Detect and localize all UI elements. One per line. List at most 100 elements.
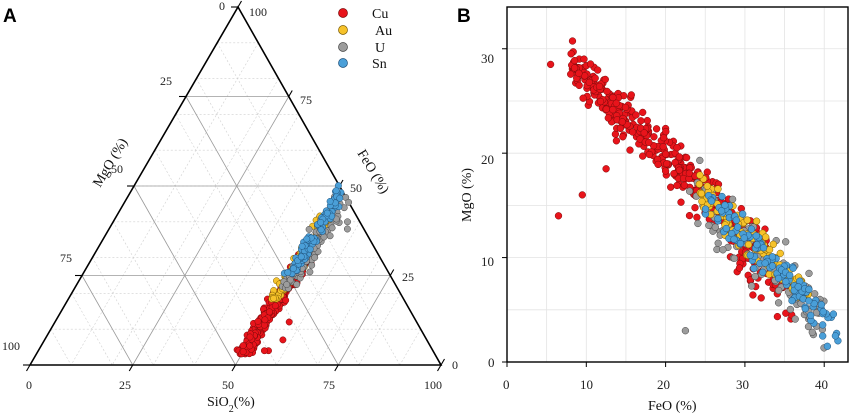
b-point-cu bbox=[637, 117, 645, 125]
ternary-major-gridline bbox=[132, 96, 290, 366]
b-point-u bbox=[808, 328, 816, 336]
b-point-cu bbox=[618, 118, 626, 126]
b-point-u bbox=[714, 239, 722, 247]
b-point-cu bbox=[667, 183, 675, 191]
b-point-sn bbox=[732, 216, 740, 224]
ternary-right-tick-mark bbox=[288, 90, 293, 97]
ternary-point-cu bbox=[239, 348, 247, 356]
b-y-tick-10: 10 bbox=[481, 254, 494, 269]
b-point-u bbox=[696, 156, 704, 165]
tern-bottom-axis-label: SiO2(%) bbox=[207, 395, 255, 415]
b-point-au bbox=[776, 249, 784, 258]
b-point-cu bbox=[570, 64, 579, 72]
b-point-sn bbox=[805, 297, 813, 305]
b-point-sn bbox=[768, 262, 777, 270]
b-point-sn bbox=[788, 297, 796, 305]
ternary-minor-gridline bbox=[112, 221, 195, 366]
ternary-point-cu bbox=[246, 342, 254, 350]
b-point-sn bbox=[829, 310, 838, 318]
legend-label-u: U bbox=[375, 41, 385, 56]
tern-left-axis-label: MgO (%) bbox=[91, 136, 132, 190]
ternary-tick-labels: 0 25 50 75 100 0 25 50 75 100 100 75 50 … bbox=[2, 0, 458, 392]
ternary-minor-gridline bbox=[71, 293, 113, 366]
b-y-tick-0: 0 bbox=[488, 355, 495, 370]
tern-left-tick-25: 25 bbox=[160, 74, 172, 88]
b-point-sn bbox=[782, 278, 790, 286]
b-point-cu bbox=[682, 153, 691, 162]
b-point-sn bbox=[774, 274, 783, 283]
ternary-major-gridline bbox=[337, 275, 391, 366]
b-point-sn bbox=[717, 207, 726, 215]
ternary-point-cu bbox=[261, 316, 269, 324]
tern-left-tick-100: 100 bbox=[2, 339, 20, 353]
ternary-point-sn bbox=[326, 197, 334, 205]
b-point-cu bbox=[673, 144, 681, 152]
b-point-cu bbox=[749, 291, 757, 299]
b-point-cu bbox=[661, 167, 670, 175]
b-y-axis-label: MgO (%) bbox=[460, 168, 475, 222]
b-point-cu bbox=[591, 74, 599, 82]
b-point-u bbox=[719, 246, 727, 254]
b-point-sn bbox=[746, 251, 754, 259]
ternary-point-u bbox=[293, 281, 301, 288]
b-point-cu bbox=[632, 111, 640, 119]
panel-a-letter: A bbox=[3, 6, 17, 27]
b-point-cu bbox=[680, 181, 689, 189]
ternary-ticks bbox=[23, 0, 445, 372]
ternary-minor-gridline bbox=[358, 293, 401, 366]
tern-right-tick-50: 50 bbox=[350, 181, 362, 195]
b-point-sn bbox=[805, 285, 813, 294]
b-point-sn bbox=[819, 321, 827, 329]
b-point-cu bbox=[645, 150, 654, 159]
b-point-cu bbox=[575, 69, 583, 77]
b-point-au bbox=[752, 217, 761, 225]
b-point-cu bbox=[670, 169, 678, 178]
b-point-cu bbox=[554, 212, 563, 220]
b-y-tick-20: 20 bbox=[481, 152, 494, 167]
b-point-cu bbox=[693, 213, 701, 221]
b-point-sn bbox=[831, 332, 840, 340]
b-point-u bbox=[730, 254, 738, 262]
ternary-bottom-tick-mark bbox=[231, 364, 236, 372]
b-point-sn bbox=[752, 232, 760, 240]
b-point-cu bbox=[691, 204, 699, 212]
b-point-cu bbox=[602, 105, 610, 113]
b-point-cu bbox=[596, 97, 605, 106]
ternary-point-sn bbox=[289, 265, 297, 273]
ternary-bottom-tick-mark bbox=[437, 364, 442, 372]
b-point-cu bbox=[639, 108, 647, 117]
panel-b-frame bbox=[506, 6, 849, 363]
ternary-minor-gridline bbox=[317, 257, 381, 366]
ternary-point-sn bbox=[297, 253, 305, 261]
b-point-cu bbox=[639, 152, 647, 160]
b-point-au bbox=[769, 240, 777, 248]
b-point-cu bbox=[652, 125, 661, 133]
ternary-point-cu bbox=[254, 317, 262, 325]
b-point-sn bbox=[707, 197, 716, 205]
b-point-sn bbox=[819, 332, 827, 340]
b-point-u bbox=[786, 305, 795, 314]
ternary-minor-gridline bbox=[70, 42, 259, 366]
b-point-cu bbox=[675, 166, 684, 174]
ternary-minor-gridline bbox=[216, 42, 401, 366]
ternary-right-tick-mark bbox=[389, 269, 395, 276]
b-y-tick-30: 30 bbox=[481, 51, 494, 66]
panel-b-ticks bbox=[502, 48, 825, 367]
ternary-point-u bbox=[306, 268, 314, 276]
ternary-point-cu bbox=[271, 302, 279, 310]
b-point-cu bbox=[619, 133, 627, 141]
b-point-au bbox=[743, 216, 751, 224]
tern-left-tick-75: 75 bbox=[60, 251, 72, 265]
b-point-cu bbox=[612, 99, 620, 107]
b-point-cu bbox=[677, 198, 685, 206]
b-point-cu bbox=[601, 75, 609, 84]
b-point-cu bbox=[757, 294, 765, 302]
b-point-u bbox=[805, 269, 813, 278]
tern-right-tick-75: 75 bbox=[300, 93, 312, 107]
ternary-point-au bbox=[270, 294, 278, 302]
b-point-sn bbox=[721, 201, 729, 209]
panel-b-letter: B bbox=[457, 6, 471, 27]
b-point-u bbox=[681, 327, 690, 335]
b-point-cu bbox=[546, 60, 555, 69]
